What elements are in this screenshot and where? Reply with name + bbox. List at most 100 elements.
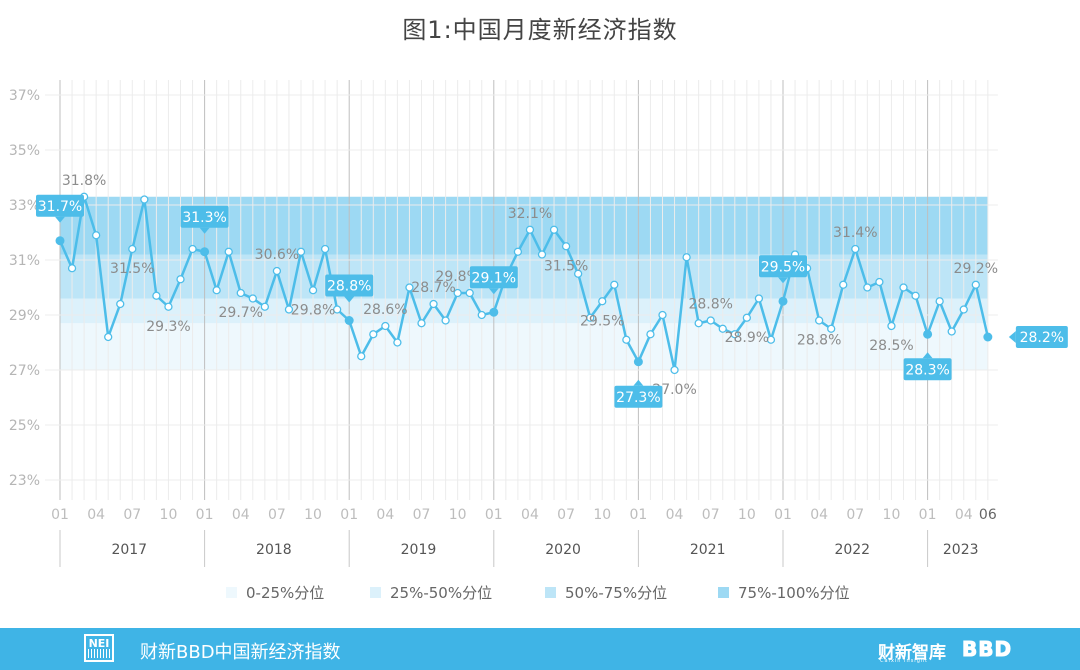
callout-box — [1015, 326, 1068, 348]
data-point — [248, 294, 257, 303]
nei-logo-icon: NEI — [84, 634, 114, 662]
callout-pointer — [633, 379, 644, 386]
x-tick-label: 01 — [196, 507, 214, 523]
x-tick-label: 07 — [268, 507, 286, 523]
callout-pointer — [778, 277, 788, 284]
x-tick-label: 01 — [485, 507, 503, 523]
callout-text: 28.3% — [905, 362, 949, 378]
quantile-band — [60, 298, 988, 324]
data-point — [513, 247, 523, 256]
legend-label: 50%-75%分位 — [565, 584, 667, 602]
data-point — [754, 294, 764, 303]
callout-point — [778, 296, 788, 306]
callout-pointer — [1008, 331, 1016, 343]
y-tick-label: 29% — [9, 308, 40, 324]
data-point — [610, 280, 619, 289]
x-tick-label: 04 — [521, 507, 539, 523]
callout-text: 29.5% — [761, 259, 805, 275]
data-label: 29.2% — [954, 261, 998, 277]
data-point — [393, 338, 402, 347]
data-point — [453, 288, 462, 298]
data-label: 29.3% — [146, 319, 190, 335]
data-point — [320, 244, 330, 254]
data-point — [417, 319, 426, 328]
callout-box — [903, 358, 952, 381]
data-point — [308, 286, 318, 295]
data-point — [188, 244, 197, 254]
data-label: 28.8% — [797, 333, 841, 349]
data-point — [260, 302, 270, 311]
x-tick-label: 10 — [449, 507, 467, 523]
data-point — [176, 275, 185, 284]
y-tick-label: 35% — [9, 143, 40, 159]
y-tick-label: 27% — [9, 363, 40, 379]
data-point — [429, 299, 438, 309]
data-label: 28.6% — [363, 302, 407, 318]
data-point — [561, 242, 571, 251]
callout-point — [200, 247, 210, 257]
data-point — [658, 310, 667, 320]
data-point — [971, 280, 980, 289]
x-tick-label: 01 — [340, 507, 358, 523]
data-point — [851, 244, 860, 254]
data-point — [369, 330, 378, 339]
data-point — [742, 313, 751, 322]
legend-swatch — [370, 587, 381, 598]
y-tick-label: 23% — [9, 473, 40, 489]
y-tick-label: 37% — [9, 88, 40, 104]
legend-item: 25%-50%分位 — [370, 584, 492, 602]
legend-swatch — [545, 587, 556, 598]
callout-label: 31.3% — [180, 205, 229, 234]
x-tick-label: 01 — [51, 507, 69, 523]
quantile-band — [60, 323, 988, 370]
caixin-insight-sub: Caixin Insight — [880, 658, 928, 664]
legend-label: 0-25%分位 — [246, 584, 324, 602]
callout-box — [36, 194, 84, 217]
caixin-insight-logo: 财新智库 — [878, 643, 946, 663]
x-tick-label: 10 — [883, 507, 901, 523]
callout-label: 29.5% — [759, 255, 807, 284]
data-label: 31.8% — [62, 173, 106, 189]
year-label: 2018 — [256, 542, 292, 558]
data-label: 30.6% — [255, 247, 299, 263]
data-point — [128, 244, 137, 254]
year-label: 2022 — [834, 542, 870, 558]
year-label: 2020 — [545, 542, 581, 558]
data-point — [477, 310, 486, 320]
data-point — [140, 195, 149, 204]
x-tick-label: 04 — [376, 507, 394, 523]
data-point — [67, 264, 77, 273]
data-point — [875, 277, 884, 287]
callout-text: 29.1% — [472, 270, 516, 286]
callout-point — [344, 316, 354, 325]
callout-text: 31.3% — [182, 210, 226, 226]
year-label: 2021 — [690, 542, 726, 558]
data-point — [598, 297, 607, 306]
data-label: 31.5% — [544, 258, 588, 274]
data-point — [935, 297, 944, 306]
callout-pointer — [488, 288, 499, 295]
callout-text: 31.7% — [38, 199, 82, 215]
data-label: 31.5% — [110, 261, 154, 277]
y-tick-label: 31% — [9, 253, 40, 269]
chart-title: 图1:中国月度新经济指数 — [402, 16, 678, 44]
x-tick-label: 04 — [810, 507, 828, 523]
data-label: 29.5% — [580, 313, 624, 329]
data-point — [332, 305, 342, 314]
callout-text: 27.3% — [616, 390, 660, 406]
data-point — [911, 291, 920, 300]
year-label: 2019 — [401, 542, 437, 558]
callout-point — [923, 329, 933, 339]
x-tick-label: 01 — [774, 507, 792, 523]
data-point — [284, 305, 294, 314]
x-tick-label: 07 — [702, 507, 720, 523]
year-label: 2023 — [943, 542, 979, 558]
callout-box — [180, 205, 229, 228]
callout-label: 31.7% — [36, 194, 84, 223]
data-point — [525, 225, 535, 234]
x-tick-label: 07 — [413, 507, 431, 523]
data-point — [682, 253, 691, 262]
data-point — [947, 327, 956, 336]
callout-label: 27.3% — [614, 379, 663, 408]
legend-swatch — [718, 587, 729, 598]
